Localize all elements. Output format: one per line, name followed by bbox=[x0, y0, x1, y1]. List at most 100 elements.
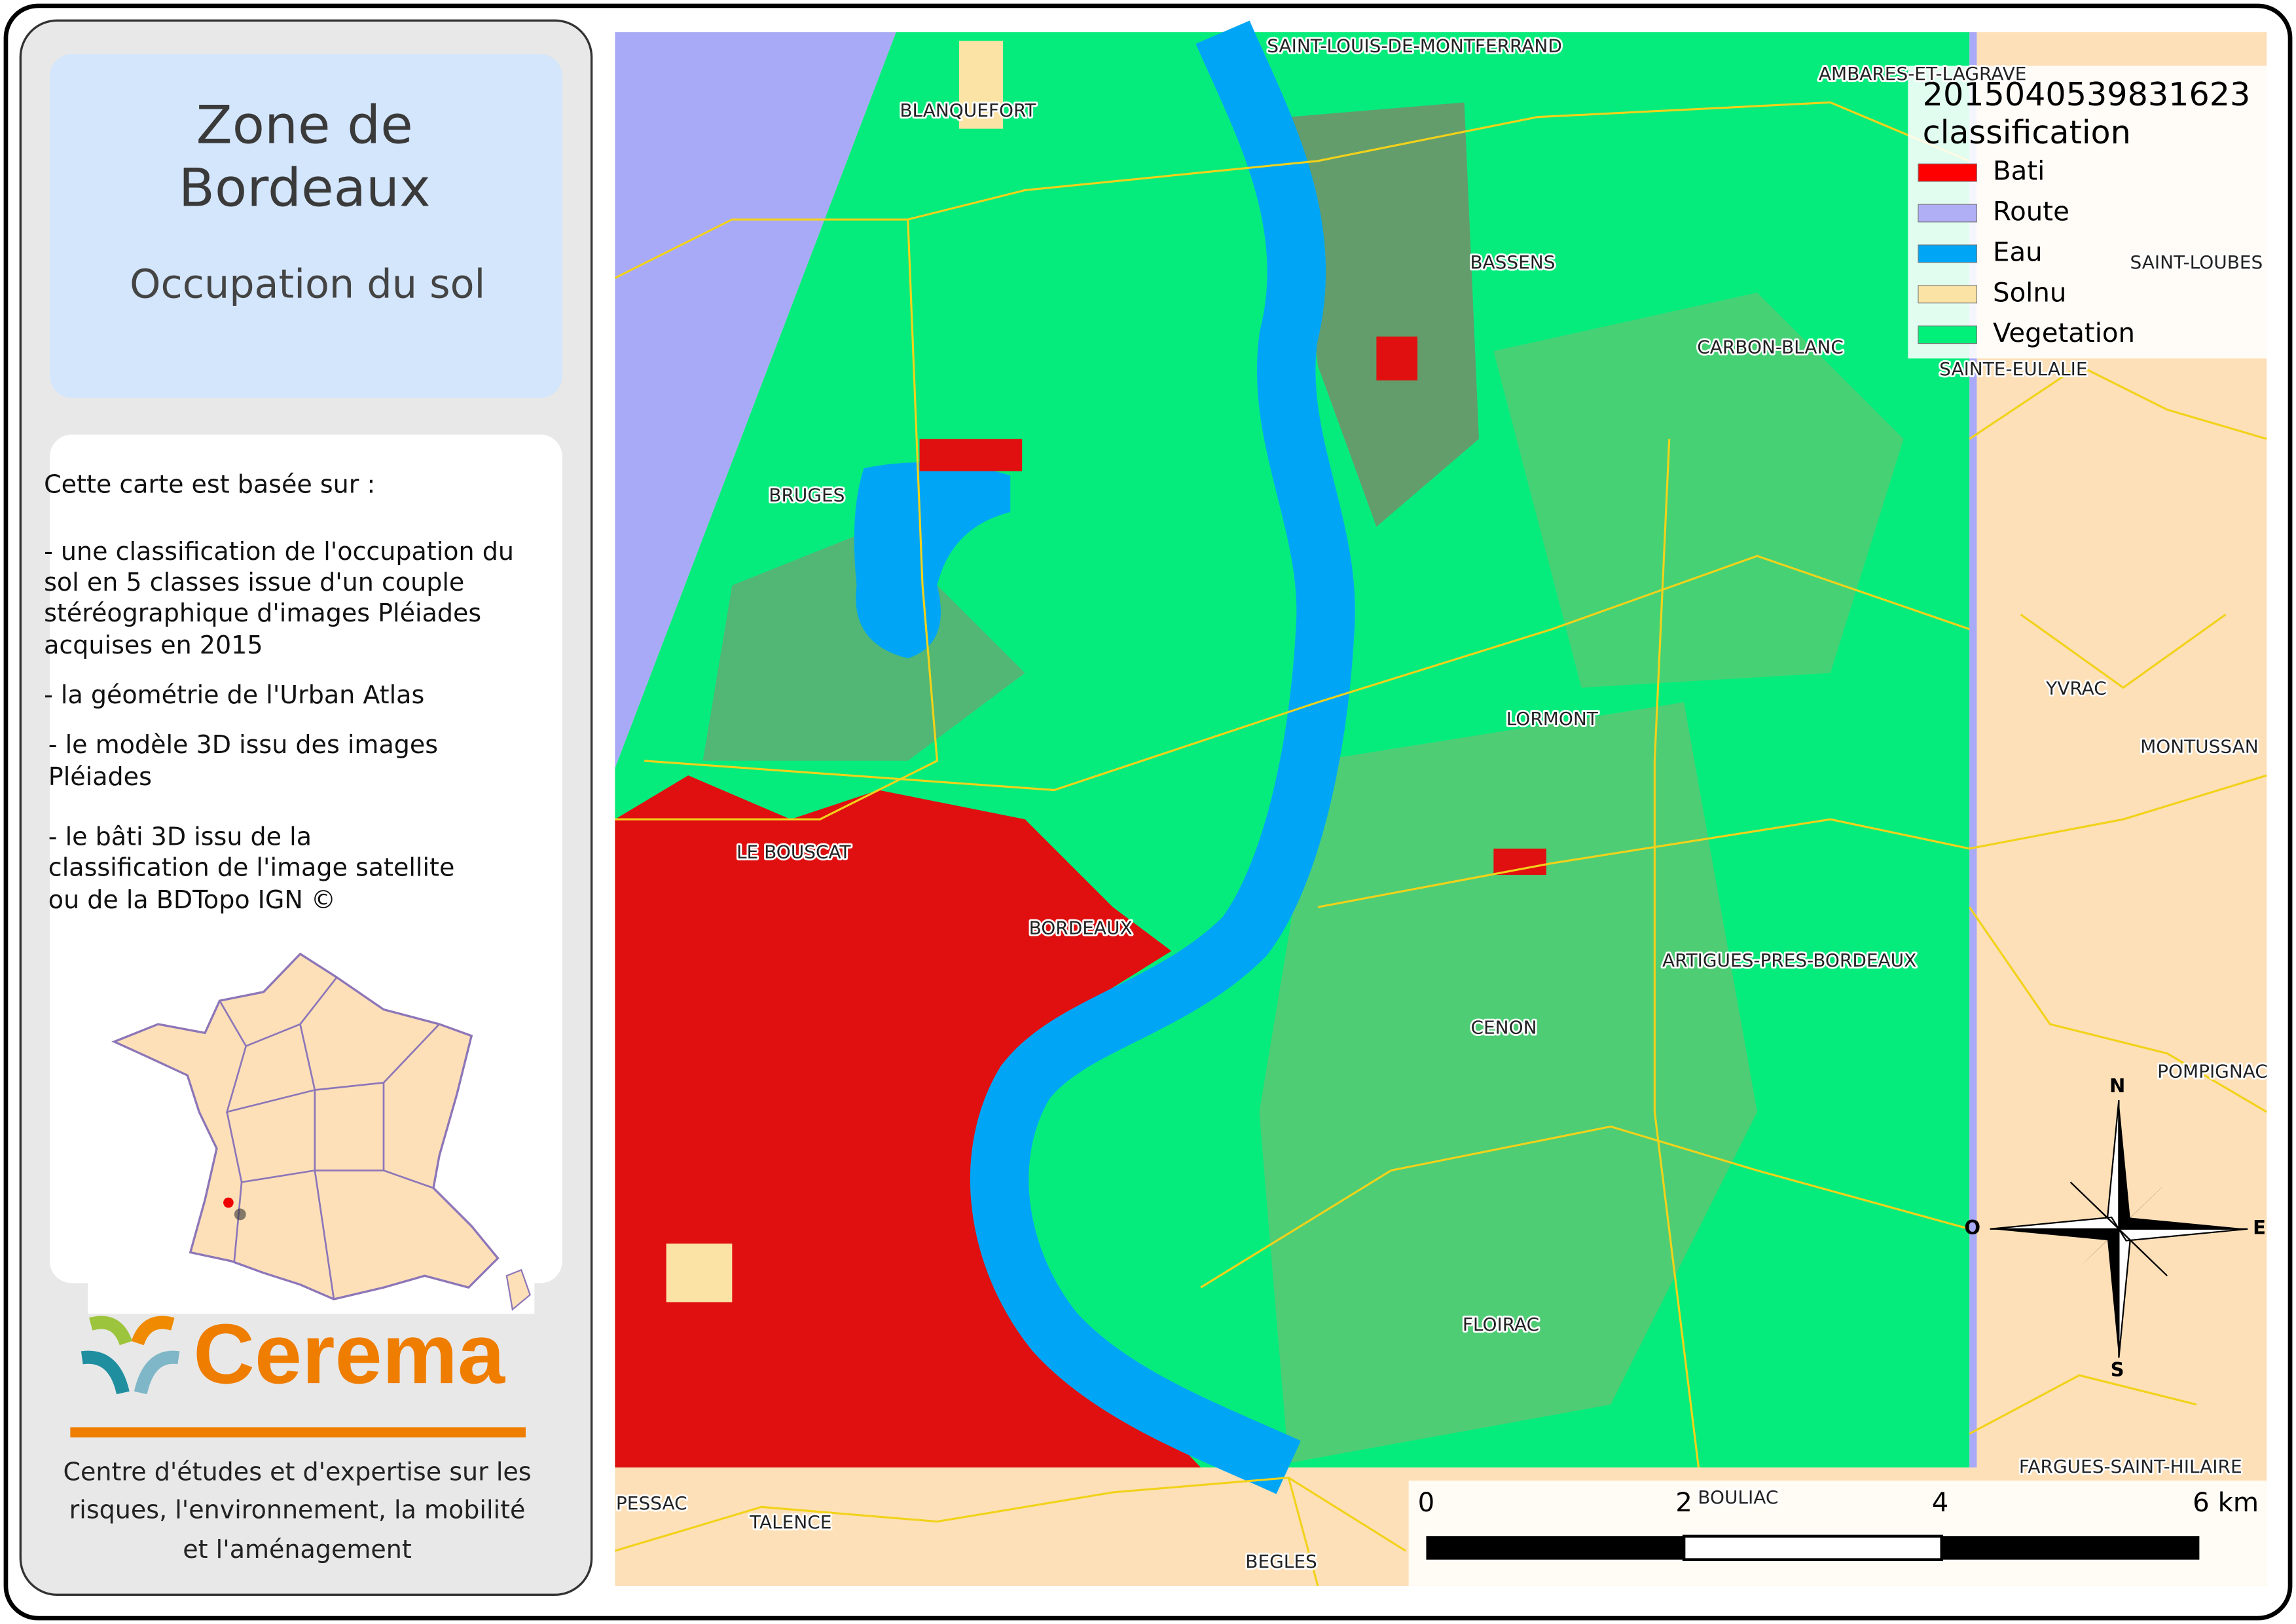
description-line: Cette carte est basée sur : bbox=[44, 470, 375, 498]
description-line: ou de la BDTopo IGN © bbox=[48, 885, 336, 914]
place-label: PESSAC bbox=[616, 1492, 687, 1514]
description-line: sol en 5 classes issue d'un couple bbox=[44, 568, 464, 597]
logo-arc bbox=[131, 1316, 175, 1346]
road bbox=[614, 1476, 1406, 1587]
location-dot bbox=[223, 1197, 234, 1208]
map-edge bbox=[1969, 32, 1977, 1467]
place-label: TALENCE bbox=[749, 1511, 831, 1533]
compass-arm bbox=[2119, 1217, 2248, 1229]
scale-label: 4 bbox=[1932, 1488, 1949, 1518]
description-line: classification de l'image satellite bbox=[48, 853, 455, 882]
organization-line: risques, l'environnement, la mobilité bbox=[69, 1495, 526, 1524]
legend-swatch bbox=[1918, 325, 1977, 344]
compass-arm bbox=[2107, 1228, 2119, 1358]
map-frame bbox=[614, 20, 2270, 1587]
description-line: - le modèle 3D issu des images bbox=[48, 730, 438, 759]
compass-letter: O bbox=[1964, 1217, 1980, 1239]
description-line: Pléiades bbox=[48, 762, 152, 791]
compass-arm bbox=[1990, 1216, 2121, 1230]
legend-label: Eau bbox=[1993, 237, 2043, 267]
map-block bbox=[1493, 848, 1546, 876]
road bbox=[614, 101, 1970, 279]
road bbox=[1968, 364, 2268, 1435]
compass-arm bbox=[2117, 1228, 2248, 1242]
scale-box bbox=[1408, 1481, 2267, 1586]
place-label: LE BOUSCAT bbox=[737, 841, 851, 863]
scale-label: 2 bbox=[1675, 1488, 1692, 1518]
road bbox=[1317, 774, 2267, 908]
legend-label: Solnu bbox=[1993, 278, 2066, 308]
map-roads bbox=[614, 101, 2268, 1587]
description-line: - la géométrie de l'Urban Atlas bbox=[44, 680, 424, 709]
place-label: YVRAC bbox=[2045, 677, 2107, 699]
legend-swatch bbox=[1918, 244, 1977, 263]
legend-title: classification bbox=[1923, 113, 2131, 151]
france-outline bbox=[111, 952, 500, 1301]
place-label: AMBARES-ET-LAGRAVE bbox=[1819, 63, 2027, 84]
place-label: ARTIGUES-PRES-BORDEAUX bbox=[1662, 950, 1916, 971]
place-label: MONTUSSAN bbox=[2140, 736, 2259, 758]
place-label: POMPIGNAC bbox=[2157, 1061, 2268, 1082]
legend-label: Bati bbox=[1993, 157, 2045, 187]
organization-line: et l'aménagement bbox=[183, 1535, 411, 1564]
map-suburbs bbox=[1493, 292, 1904, 688]
place-label: SAINT-LOUIS-DE-MONTFERRAND bbox=[1267, 35, 1562, 57]
compass-letter: E bbox=[2253, 1217, 2266, 1239]
panel-subtitle: Occupation du sol bbox=[130, 262, 485, 308]
map-urban-north bbox=[1288, 102, 1479, 527]
legend-title: 2015040539831623 bbox=[1923, 75, 2251, 113]
description-line: stéréographique d'images Pléiades bbox=[44, 599, 481, 627]
place-label: FLOIRAC bbox=[1463, 1314, 1539, 1335]
scale-segment bbox=[1682, 1534, 1943, 1561]
place-label: SAINT-LOUBES bbox=[2130, 251, 2263, 273]
map-river bbox=[970, 20, 1355, 1494]
compass-diag bbox=[2118, 1228, 2168, 1277]
description-line: acquises en 2015 bbox=[44, 631, 263, 659]
logo-arc bbox=[134, 1350, 180, 1395]
place-label: BRUGES bbox=[769, 484, 845, 506]
compass-arm bbox=[2119, 1100, 2131, 1229]
panel-title: Zone de bbox=[196, 94, 413, 156]
map-block bbox=[919, 439, 1023, 471]
description-line: - le bâti 3D issu de la bbox=[48, 822, 312, 851]
map-suburbs bbox=[702, 526, 1025, 761]
road bbox=[644, 555, 1970, 792]
organization-line: Centre d'études et d'expertise sur les bbox=[63, 1457, 531, 1486]
scale-label: 0 bbox=[1418, 1488, 1435, 1518]
place-label: BLANQUEFORT bbox=[900, 100, 1036, 121]
compass-diag bbox=[2119, 1182, 2168, 1229]
region-borders bbox=[219, 976, 440, 1300]
map-urban-core bbox=[615, 775, 1201, 1467]
legend-swatch bbox=[1918, 204, 1977, 223]
scale-segment bbox=[1426, 1536, 1685, 1560]
place-label: BEGLES bbox=[1245, 1551, 1317, 1572]
panel-title: Bordeaux bbox=[179, 157, 431, 219]
corsica bbox=[505, 1268, 531, 1311]
logo-arc bbox=[88, 1316, 132, 1346]
logo-mark bbox=[81, 1316, 180, 1395]
compass-letter: N bbox=[2109, 1075, 2125, 1097]
road bbox=[1653, 439, 1700, 1468]
legend-label: Vegetation bbox=[1993, 318, 2135, 348]
map-block bbox=[958, 41, 1004, 129]
compass-letter: S bbox=[2111, 1358, 2124, 1380]
description-line: - une classification de l'occupation du bbox=[44, 537, 514, 566]
place-label: LORMONT bbox=[1506, 708, 1599, 729]
place-label: CARBON-BLANC bbox=[1697, 337, 1844, 358]
title-box bbox=[50, 54, 562, 398]
map-block bbox=[1376, 336, 1418, 380]
map-suburbs bbox=[1259, 702, 1757, 1464]
logo-arc bbox=[81, 1350, 130, 1395]
place-label: BORDEAUX bbox=[1029, 917, 1133, 939]
road bbox=[615, 219, 939, 821]
scale-bar bbox=[1426, 1534, 2200, 1561]
map-lake bbox=[854, 462, 1011, 659]
legend-label: Route bbox=[1993, 197, 2069, 227]
compass-arm bbox=[1990, 1228, 2119, 1241]
legend-swatch bbox=[1918, 163, 1977, 182]
compass-diag bbox=[2069, 1181, 2120, 1230]
